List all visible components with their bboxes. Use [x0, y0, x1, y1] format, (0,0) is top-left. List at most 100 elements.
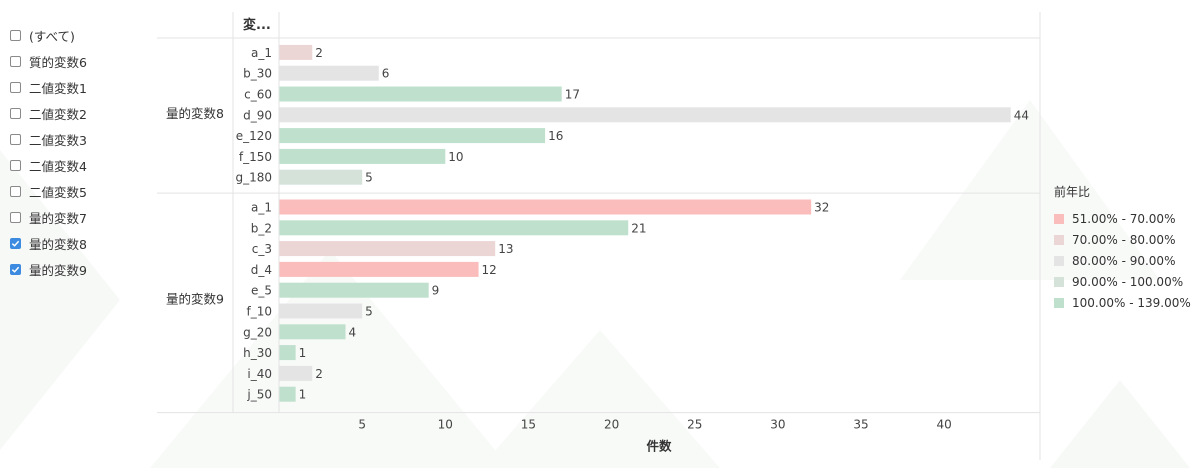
filter-item-label: 量的変数7 [29, 210, 87, 226]
bar [279, 241, 496, 257]
filter-item-label: 量的変数8 [29, 236, 87, 252]
checkbox[interactable] [10, 159, 21, 171]
data-label: 13 [498, 242, 513, 256]
checkbox[interactable] [10, 211, 21, 223]
data-label: 6 [382, 67, 390, 81]
filter-item[interactable]: 二値変数5 [10, 178, 150, 204]
filter-item-label: 量的変数9 [29, 262, 87, 278]
data-label: 5 [365, 305, 373, 319]
checkbox[interactable] [10, 185, 21, 197]
filter-item[interactable]: 量的変数9 [10, 256, 150, 282]
category-label: j_50 [246, 388, 272, 402]
bar [279, 324, 346, 340]
data-label: 12 [482, 263, 497, 277]
data-label: 1 [299, 346, 307, 360]
legend-label: 70.00% - 80.00% [1072, 232, 1176, 247]
checkbox[interactable] [10, 107, 21, 119]
category-label: i_40 [247, 367, 272, 381]
data-label: 2 [315, 367, 323, 381]
category-label: c_3 [252, 242, 272, 256]
tick-label: 10 [438, 418, 453, 432]
checkbox[interactable] [10, 29, 21, 41]
bar [279, 261, 479, 277]
filter-item-label: 二値変数3 [29, 132, 87, 148]
bar [279, 86, 562, 102]
checkbox[interactable] [10, 263, 21, 275]
data-label: 21 [631, 221, 646, 235]
tick-label: 30 [770, 418, 785, 432]
filter-item-label: 二値変数4 [29, 158, 87, 174]
filter-item-label: (すべて) [29, 28, 75, 44]
legend-title: 前年比 [1054, 185, 1091, 199]
legend-swatch [1054, 234, 1064, 245]
legend-swatch [1054, 213, 1064, 224]
bar [279, 44, 313, 60]
checkbox[interactable] [10, 133, 21, 145]
data-label: 16 [548, 129, 563, 143]
legend-swatch [1054, 297, 1064, 308]
filter-item[interactable]: 二値変数3 [10, 126, 150, 152]
category-label: h_30 [243, 346, 272, 360]
bar [279, 303, 363, 319]
bar [279, 128, 546, 144]
legend-item: 70.00% - 80.00% [1054, 229, 1191, 250]
tick-label: 25 [687, 418, 702, 432]
legend-label: 90.00% - 100.00% [1072, 274, 1184, 289]
checkbox[interactable] [10, 55, 21, 67]
filter-item[interactable]: 質的変数6 [10, 48, 150, 74]
category-label: b_2 [251, 221, 272, 235]
x-axis-title: 件数 [646, 439, 672, 454]
legend-item: 80.00% - 90.00% [1054, 250, 1191, 271]
column-header: 変... [243, 17, 271, 33]
category-label: d_4 [251, 263, 272, 277]
data-label: 2 [315, 46, 323, 60]
filter-item[interactable]: 二値変数4 [10, 152, 150, 178]
data-label: 32 [814, 201, 829, 215]
tick-label: 5 [358, 418, 366, 432]
filter-panel: (すべて) 質的変数6 二値変数1 二値変数2 二値変数3 二値変数4 二値変数5 量的変数7… [10, 22, 150, 282]
legend-swatch [1054, 255, 1064, 266]
category-label: e_120 [236, 129, 272, 143]
legend: 前年比 51.00% - 70.00% 70.00% - 80.00% 80.00%… [1054, 183, 1191, 313]
filter-item-label: 二値変数2 [29, 106, 87, 122]
bar [279, 169, 363, 185]
filter-item[interactable]: (すべて) [10, 22, 150, 48]
bar [279, 107, 1011, 123]
filter-item-label: 質的変数6 [29, 54, 87, 70]
legend-item: 51.00% - 70.00% [1054, 208, 1191, 229]
data-label: 44 [1014, 108, 1029, 122]
data-label: 4 [349, 325, 357, 339]
legend-label: 51.00% - 70.00% [1072, 211, 1176, 226]
legend-label: 80.00% - 90.00% [1072, 253, 1176, 268]
filter-item-label: 二値変数5 [29, 184, 87, 200]
category-label: f_150 [239, 150, 272, 164]
filter-item-label: 二値変数1 [29, 80, 87, 96]
bar [279, 386, 296, 402]
legend-item: 90.00% - 100.00% [1054, 271, 1191, 292]
group-label: 量的変数9 [166, 292, 224, 307]
bar [279, 148, 446, 164]
filter-item[interactable]: 二値変数1 [10, 74, 150, 100]
filter-item[interactable]: 二値変数2 [10, 100, 150, 126]
data-label: 1 [299, 388, 307, 402]
filter-item[interactable]: 量的変数7 [10, 204, 150, 230]
chart-area: 変... a_1 2 b_30 6 c_60 17 d_90 44 e_120 16 f_150 10 g… [157, 12, 1041, 460]
bar [279, 282, 429, 298]
data-label: 9 [432, 284, 440, 298]
legend-item: 100.00% - 139.00% [1054, 292, 1191, 313]
bar [279, 365, 313, 381]
checkbox[interactable] [10, 237, 21, 249]
bar [279, 220, 629, 236]
tick-label: 40 [937, 418, 952, 432]
category-label: g_20 [243, 325, 272, 339]
category-label: a_1 [251, 46, 272, 60]
legend-swatch [1054, 276, 1064, 287]
filter-item[interactable]: 量的変数8 [10, 230, 150, 256]
bar [279, 199, 812, 215]
category-label: f_10 [247, 305, 273, 319]
category-label: e_5 [251, 284, 272, 298]
category-label: g_180 [235, 171, 272, 185]
checkbox[interactable] [10, 81, 21, 93]
legend-label: 100.00% - 139.00% [1072, 295, 1191, 310]
